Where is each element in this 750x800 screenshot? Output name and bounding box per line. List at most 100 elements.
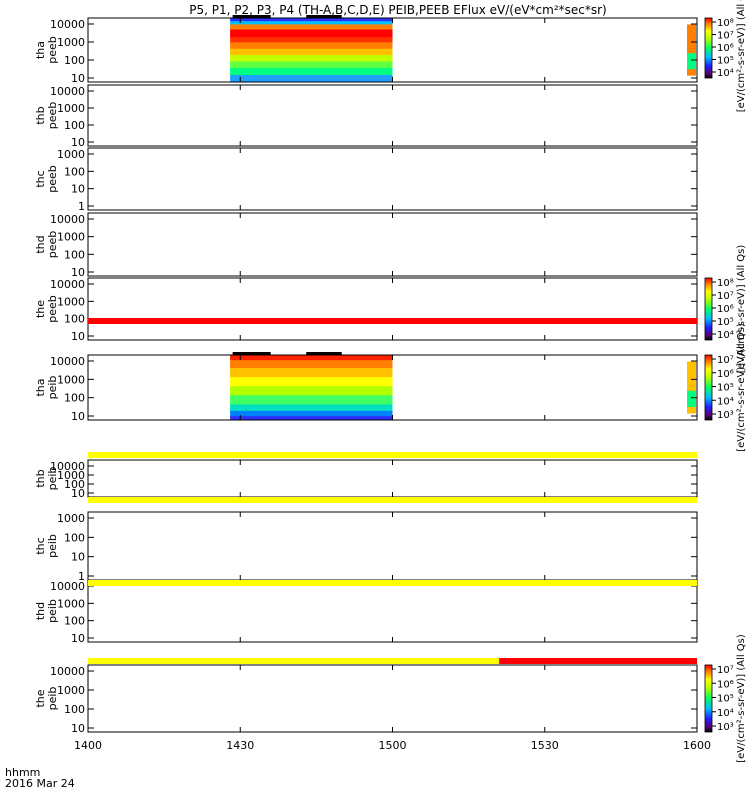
spectrogram-band: [230, 55, 393, 63]
x-tick-label: 1500: [379, 739, 407, 752]
flag-bars-group: [88, 318, 697, 664]
spectrogram-band: [230, 404, 393, 412]
spectrogram-band: [230, 360, 393, 369]
colorbar-tick-label: 10⁷: [717, 665, 734, 676]
y-tick-label: 1000: [57, 295, 85, 308]
colorbar-tick-label: 10³: [717, 722, 734, 733]
panel-thc-peeb: 1000 100 10 1 thc peeb: [34, 147, 698, 213]
panel-instrument-label: peib: [46, 687, 59, 711]
spectrogram-band: [230, 37, 393, 43]
spectrogram-band: [230, 61, 393, 69]
colorbar-tick-label: 10⁴: [717, 396, 734, 407]
panel-background: [88, 213, 697, 276]
colorbar-tick-label: 10⁶: [717, 679, 734, 690]
colorbar-gradient: [704, 354, 713, 421]
spectrogram-band: [230, 395, 393, 405]
colorbar-label: [eV/(cm²-s-sr-eV)] (All Qs): [736, 323, 747, 452]
y-tick-label: 100: [64, 165, 85, 178]
y-tick-label: 1000: [57, 231, 85, 244]
y-tick-label: 10: [71, 136, 85, 149]
data-flag-mark: [232, 15, 271, 18]
panel-probe-label: thb: [34, 106, 47, 124]
spectrogram-band: [230, 416, 393, 421]
y-tick-label: 10: [71, 72, 85, 85]
data-flag-mark: [232, 352, 271, 355]
y-tick-label: 1000: [57, 469, 85, 482]
panel-instrument-label: peib: [46, 376, 59, 400]
colorbar-tick-label: 10⁸: [717, 18, 734, 29]
panel-probe-label: thc: [34, 537, 47, 554]
y-tick-label: 1000: [57, 373, 85, 386]
panel-probe-label: the: [34, 300, 47, 318]
panel-instrument-label: peib: [46, 467, 59, 491]
panel-tha-peib: 10000 1000 100 10 tha peib: [34, 352, 698, 423]
footer-date-label: 2016 Mar 24: [5, 777, 75, 790]
colorbar-tick-label: 10⁵: [717, 317, 734, 328]
colorbar-tick-label: 10⁷: [717, 355, 734, 366]
spectrogram-band: [230, 74, 393, 83]
y-tick-label: 100: [64, 478, 85, 491]
colorbar-gradient: [704, 17, 713, 79]
spectrogram-edge-strip: [687, 53, 696, 70]
colorbar-tick-label: 10⁵: [717, 694, 734, 705]
panel-instrument-label: peeb: [46, 165, 59, 193]
spectrogram-band: [230, 410, 393, 417]
panel-instrument-label: peeb: [46, 36, 59, 64]
colorbar-tick-label: 10⁴: [717, 68, 734, 79]
colorbar-tick-label: 10⁴: [717, 330, 734, 341]
y-tick-label: 10000: [50, 213, 85, 226]
y-tick-label: 1: [78, 570, 85, 583]
panel-background: [88, 665, 697, 732]
spectrogram-band: [230, 18, 393, 22]
spectrogram-band: [230, 355, 393, 361]
panel-the-peib: 10000 1000 100 10 the peib: [34, 664, 698, 735]
panel-background: [88, 148, 697, 210]
flag-bar-segment: [499, 658, 697, 664]
colorbar-tick-label: 10³: [717, 410, 734, 421]
panel-probe-label: thd: [34, 235, 47, 253]
y-tick-label: 10000: [50, 665, 85, 678]
colorbar-tick-label: 10⁴: [717, 708, 734, 719]
data-flag-mark: [306, 352, 342, 355]
y-tick-label: 10: [71, 410, 85, 423]
panel-probe-label: thd: [34, 602, 47, 620]
spectrogram-band: [230, 386, 393, 396]
flag-bar-segment: [88, 658, 500, 664]
colorbar-tick-label: 10⁷: [717, 291, 734, 302]
flag-bar-segment: [88, 318, 697, 324]
y-tick-label: 10: [71, 183, 85, 196]
y-tick-label: 10000: [50, 355, 85, 368]
panel-probe-label: tha: [34, 41, 47, 59]
x-axis: 1400 1430 1500 1530 1600: [74, 739, 711, 752]
colorbar-tick-label: 10⁶: [717, 304, 734, 315]
y-tick-label: 10: [71, 487, 85, 500]
y-tick-label: 100: [64, 392, 85, 405]
data-flag-mark: [306, 15, 342, 18]
spectrogram-band: [230, 21, 393, 25]
panel-thd-peib: 10000 1000 100 10 thd peib: [34, 579, 698, 645]
panel-thd-peeb: 10000 1000 100 10 thd peeb: [34, 212, 698, 279]
colorbar-tick-label: 10⁵: [717, 383, 734, 394]
spectrogram-band: [230, 42, 393, 50]
spectrogram-band: [230, 67, 393, 76]
panel-thc-peib: 1000 100 10 1 thc peib: [34, 511, 698, 583]
flag-bar-segment: [88, 580, 697, 586]
y-tick-label: 10000: [50, 18, 85, 31]
x-tick-label: 1400: [74, 739, 102, 752]
y-tick-label: 1000: [57, 148, 85, 161]
spectrogram-edge-strip: [687, 390, 696, 407]
y-tick-label: 10: [71, 722, 85, 735]
panel-instrument-label: peeb: [46, 231, 59, 259]
colorbar: 10⁷ 10⁶ 10⁵ 10⁴ 10³ [eV/(cm²-s-sr-eV)] (All Q…: [704, 634, 747, 763]
y-tick-label: 1000: [57, 102, 85, 115]
panel-probe-label: thb: [34, 469, 47, 487]
colorbar-gradient: [704, 664, 713, 733]
y-tick-label: 10000: [50, 460, 85, 473]
y-tick-label: 1000: [57, 684, 85, 697]
y-tick-label: 100: [64, 248, 85, 261]
spectrogram-band: [230, 48, 393, 56]
colorbar-tick-label: 10⁸: [717, 278, 734, 289]
